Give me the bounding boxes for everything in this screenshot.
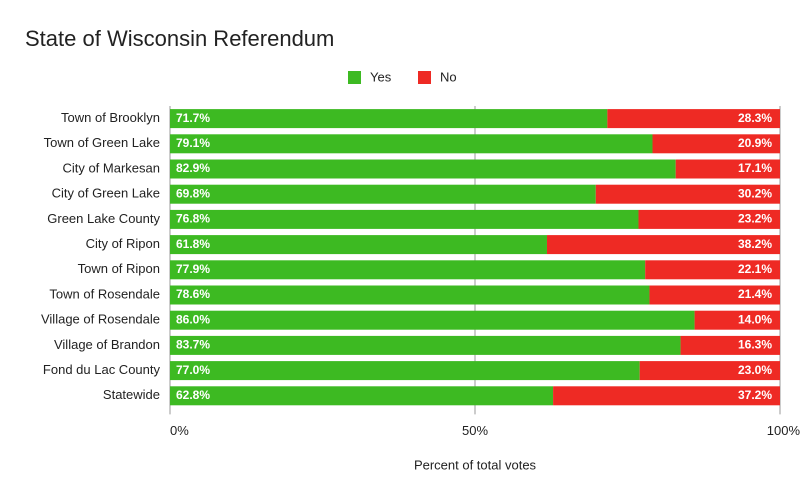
y-tick-label: Town of Ripon (78, 261, 160, 276)
legend-swatch (418, 71, 431, 84)
bar-segment (170, 361, 640, 381)
value-label: 62.8% (176, 388, 210, 402)
value-label: 38.2% (738, 237, 772, 251)
value-label: 17.1% (738, 161, 772, 175)
bar-segment (170, 134, 653, 154)
x-axis-label: Percent of total votes (414, 457, 537, 472)
bar-segment (170, 310, 695, 330)
bar-segment (553, 386, 780, 406)
y-tick-label: Town of Brooklyn (61, 110, 160, 125)
value-label: 78.6% (176, 287, 210, 301)
value-label: 23.2% (738, 212, 772, 226)
y-tick-label: Fond du Lac County (43, 362, 161, 377)
x-tick-label: 0% (170, 423, 189, 438)
bar-segment (607, 109, 780, 129)
value-label: 16.3% (738, 338, 772, 352)
bar-segment (170, 285, 650, 305)
value-label: 76.8% (176, 212, 210, 226)
y-tick-label: Town of Rosendale (49, 286, 160, 301)
bar-segment (639, 361, 780, 381)
bar-segment (170, 159, 676, 179)
bar-segment (645, 260, 780, 280)
bar-segment (675, 159, 780, 179)
bar-segment (170, 109, 608, 129)
chart-title: State of Wisconsin Referendum (25, 26, 334, 51)
value-label: 21.4% (738, 287, 772, 301)
y-tick-label: City of Markesan (62, 160, 160, 175)
value-label: 69.8% (176, 186, 210, 200)
bar-segment (170, 209, 639, 229)
value-label: 20.9% (738, 136, 772, 150)
value-label: 37.2% (738, 388, 772, 402)
value-label: 23.0% (738, 363, 772, 377)
value-label: 71.7% (176, 111, 210, 125)
value-label: 14.0% (738, 312, 772, 326)
value-label: 30.2% (738, 186, 772, 200)
bar-segment (170, 386, 554, 406)
bar-segment (595, 184, 780, 204)
bar-segment (680, 335, 780, 355)
value-label: 83.7% (176, 338, 210, 352)
bar-segment (170, 260, 646, 280)
y-tick-label: Village of Brandon (54, 337, 160, 352)
value-label: 22.1% (738, 262, 772, 276)
y-tick-label: City of Green Lake (52, 186, 160, 201)
value-label: 79.1% (176, 136, 210, 150)
value-label: 61.8% (176, 237, 210, 251)
legend-label: Yes (370, 69, 392, 84)
x-tick-label: 100% (767, 423, 801, 438)
x-tick-label: 50% (462, 423, 488, 438)
y-tick-label: Statewide (103, 387, 160, 402)
bar-segment (546, 235, 780, 255)
y-tick-label: Town of Green Lake (44, 135, 160, 150)
bar-segment (694, 310, 780, 330)
y-tick-label: City of Ripon (86, 236, 160, 251)
bar-segment (649, 285, 780, 305)
value-label: 28.3% (738, 111, 772, 125)
bar-segment (170, 184, 596, 204)
y-tick-label: Village of Rosendale (41, 312, 160, 327)
legend-swatch (348, 71, 361, 84)
y-tick-label: Green Lake County (47, 211, 160, 226)
value-label: 77.0% (176, 363, 210, 377)
bar-segment (170, 335, 681, 355)
value-label: 86.0% (176, 312, 210, 326)
legend-label: No (440, 69, 457, 84)
value-label: 82.9% (176, 161, 210, 175)
bar-segment (170, 235, 547, 255)
bar-segment (652, 134, 780, 154)
value-label: 77.9% (176, 262, 210, 276)
bar-segment (638, 209, 780, 229)
